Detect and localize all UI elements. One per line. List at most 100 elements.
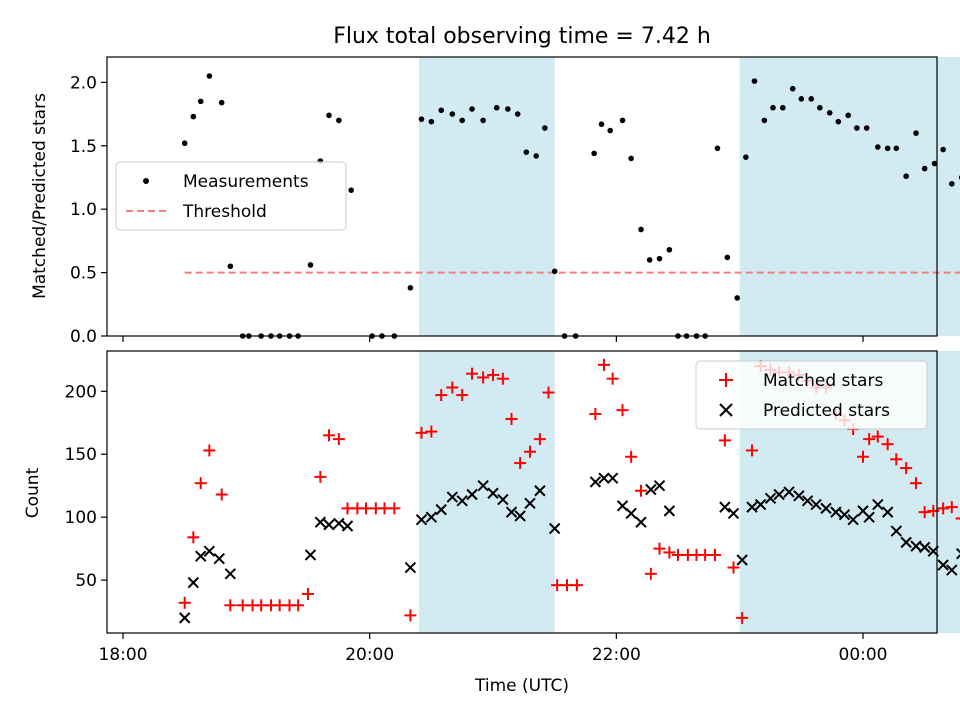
matched-star-point [863,433,876,446]
top-legend-box [115,161,347,231]
measurement-point [591,150,597,157]
legend-matched-marker [719,373,733,387]
matched-star-point [224,599,237,612]
chart-title: Flux total observing time = 7.42 h [333,24,711,49]
predicted-star-point [810,498,822,511]
top-legend: Measurements Threshold [115,161,347,231]
measurement-point [734,295,741,301]
predicted-star-point [625,507,637,520]
measurement-point [598,121,605,128]
predicted-star-point [872,498,884,511]
x-tick-label: 18:00 [99,645,148,665]
measurement-point [666,246,673,253]
matched-star-point [425,425,438,438]
matched-star-point [937,502,950,515]
matched-star-point [736,611,749,624]
y-tick-label: 200 [65,382,97,402]
measurement-point [493,104,500,111]
predicted-star-point [323,519,335,531]
measurement-point [863,125,870,131]
measurement-point [619,117,626,124]
predicted-star-point [793,490,805,502]
matched-star-point [625,450,638,463]
matched-star-point [415,426,428,439]
y-tick-label: 0.5 [70,264,97,284]
measurement-point [469,106,475,112]
predicted-star-point [187,576,200,589]
measurement-point [480,117,486,124]
y-tick-label: 50 [75,571,97,591]
legend-threshold-label: Threshold [182,202,267,222]
top-y-label: Matched/Predicted stars [30,93,50,299]
matched-star-point [435,389,448,402]
matched-star-point [302,587,315,600]
predicted-star-point [425,511,438,523]
matched-star-point [178,596,191,609]
y-tick-label: 0.0 [70,327,97,347]
measurement-point [808,96,815,102]
predicted-star-point [820,502,832,515]
predicted-stars-series [178,472,960,624]
measurement-point [931,160,938,167]
predicted-star-point [341,520,354,532]
matched-star-point [466,367,479,380]
matched-star-point [514,457,527,470]
matched-star-point [910,477,923,490]
predicted-star-point [195,550,207,562]
x-tick-label: 20:00 [345,645,394,665]
measurement-point [875,144,881,150]
measurement-point [743,154,749,160]
measurement-point [835,118,842,125]
predicted-star-point [645,483,657,496]
predicted-star-point [635,516,647,528]
matched-star-point [388,502,401,515]
measurement-point [197,98,204,105]
matched-star-point [187,531,200,544]
predicted-star-point [466,488,478,501]
measurement-point [523,149,530,155]
matched-star-point [746,444,759,457]
measurement-point [181,140,188,147]
measurement-point [533,153,539,159]
predicted-star-point [606,472,619,484]
predicted-star-point [783,486,795,498]
matched-star-point [606,372,619,385]
matched-star-point [404,609,417,622]
predicted-star-point [456,495,468,507]
measurement-point [724,254,731,261]
matched-star-point [945,501,958,514]
measurement-point [714,145,721,152]
measurement-point [921,165,928,172]
predicted-star-point [505,506,518,518]
measurement-point [940,146,946,153]
matched-star-point [857,450,870,463]
predicted-star-point [955,547,960,560]
matched-star-point [890,453,903,466]
matched-star-point [542,386,555,399]
predicted-star-point [446,491,459,503]
matched-star-point [524,445,537,458]
predicted-star-point [838,508,851,521]
measurement-point [798,96,805,102]
matched-star-point [598,358,611,371]
predicted-star-point [534,485,546,497]
predicted-star-point [435,503,447,516]
predicted-star-point [477,479,489,492]
x-tick-label: 22:00 [592,645,641,665]
measurement-point [893,145,900,152]
matched-star-point [709,548,722,561]
legend-measurements-label: Measurements [183,172,309,192]
predicted-star-point [415,513,428,526]
predicted-star-point [719,501,731,513]
matched-star-point [194,477,207,490]
top-axes-frame [106,56,938,337]
measurement-point [751,78,758,84]
predicted-star-point [847,513,859,526]
matched-star-point [203,444,216,457]
measurement-point [227,263,234,270]
measurement-point [307,262,314,268]
matched-star-point [653,542,666,555]
matched-star-point [871,430,884,443]
predicted-star-point [224,568,237,580]
predicted-star-point [304,549,317,561]
